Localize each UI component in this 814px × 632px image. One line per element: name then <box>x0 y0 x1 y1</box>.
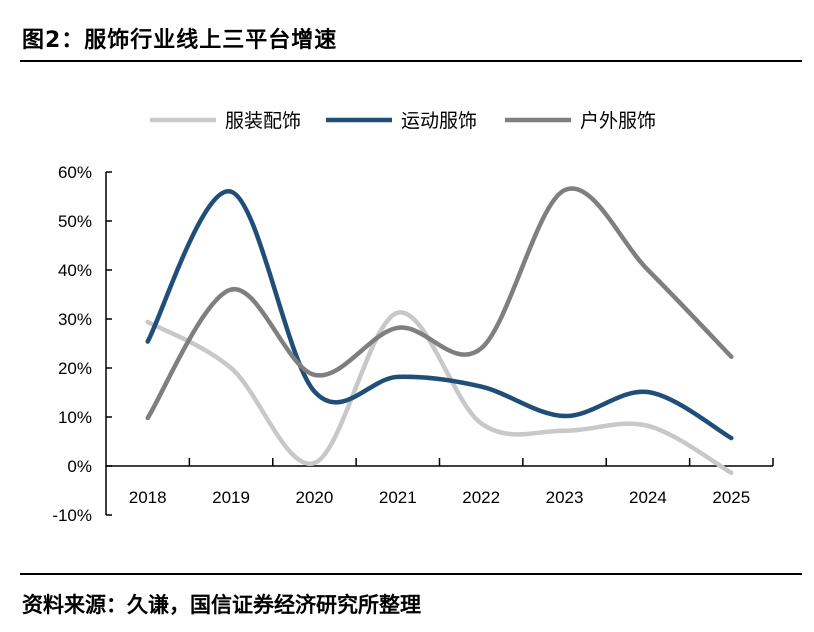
y-tick-label: 10% <box>58 408 92 427</box>
top-rule <box>20 60 802 62</box>
bottom-rule <box>20 573 802 575</box>
y-tick-label: 40% <box>58 261 92 280</box>
series-line-1 <box>145 310 734 476</box>
x-tick-label: 2023 <box>546 488 584 507</box>
figure-title: 图2：服饰行业线上三平台增速 <box>22 28 338 53</box>
x-tick-label: 2019 <box>212 488 250 507</box>
x-tick-label: 2020 <box>296 488 334 507</box>
series-line-2 <box>145 189 734 441</box>
y-tick-label: -10% <box>52 506 92 525</box>
x-tick-label: 2018 <box>129 488 167 507</box>
y-tick-label: 60% <box>58 163 92 182</box>
y-tick-label: 0% <box>67 457 92 476</box>
y-tick-label: 50% <box>58 212 92 231</box>
series-line-3 <box>145 186 734 421</box>
y-tick-label: 20% <box>58 359 92 378</box>
legend-label: 运动服饰 <box>401 110 477 132</box>
legend-label: 户外服饰 <box>580 110 656 132</box>
x-tick-label: 2021 <box>379 488 417 507</box>
y-tick-label: 30% <box>58 310 92 329</box>
x-tick-label: 2022 <box>462 488 500 507</box>
source-note: 资料来源：久谦，国信证券经济研究所整理 <box>22 593 421 617</box>
x-tick-label: 2025 <box>712 488 750 507</box>
x-tick-label: 2024 <box>629 488 667 507</box>
legend-label: 服装配饰 <box>225 110 301 132</box>
